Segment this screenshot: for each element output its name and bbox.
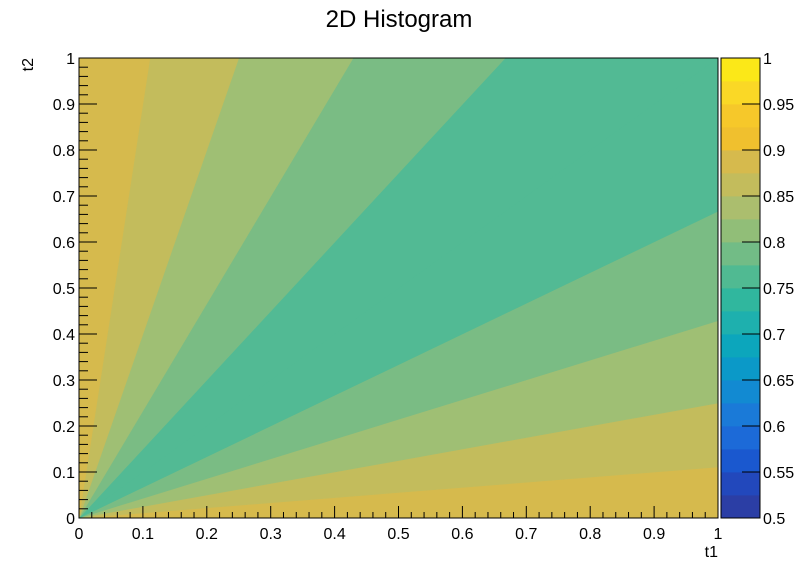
color-scale-band — [721, 127, 760, 151]
color-scale-tick-label: 0.6 — [763, 419, 785, 436]
y-tick-label: 0.8 — [53, 143, 75, 160]
x-tick-label: 0.1 — [132, 526, 154, 543]
x-tick-label: 0.4 — [323, 526, 345, 543]
y-tick-label: 0.2 — [53, 419, 75, 436]
x-axis-ticks: 0 0.1 0.2 0.3 0.4 0.5 0.6 0.7 0.8 0.9 1 — [75, 506, 723, 543]
color-scale-band — [721, 357, 760, 381]
color-scale-band — [721, 265, 760, 289]
y-tick-label: 0.9 — [53, 97, 75, 114]
color-scale-band — [721, 219, 760, 243]
color-scale-tick-label: 0.8 — [763, 235, 785, 252]
color-scale-band — [721, 449, 760, 473]
color-scale-band — [721, 472, 760, 496]
color-scale-band — [721, 495, 760, 519]
color-scale-band — [721, 288, 760, 312]
color-scale-tick-label: 0.7 — [763, 327, 785, 344]
x-axis-label: t1 — [705, 544, 718, 561]
x-tick-label: 0.6 — [451, 526, 473, 543]
y-tick-label: 0.5 — [53, 281, 75, 298]
x-tick-label: 1 — [714, 526, 723, 543]
color-scale-tick-label: 0.5 — [763, 511, 785, 528]
color-scale-tick-label: 1 — [763, 51, 772, 68]
contour-regions — [78, 57, 719, 519]
chart-title: 2D Histogram — [326, 6, 473, 33]
color-scale-bar — [720, 57, 761, 519]
color-scale-tick-label: 0.95 — [763, 97, 794, 114]
color-scale-tick-label: 0.85 — [763, 189, 794, 206]
color-scale-tick-label: 0.65 — [763, 373, 794, 390]
y-tick-label: 0.1 — [53, 465, 75, 482]
color-scale-band — [721, 58, 760, 82]
color-scale-tick-label: 0.9 — [763, 143, 785, 160]
x-tick-label: 0.3 — [260, 526, 282, 543]
color-scale-band — [721, 196, 760, 220]
color-scale-band — [721, 242, 760, 266]
x-tick-label: 0.7 — [515, 526, 537, 543]
x-tick-label: 0 — [75, 526, 84, 543]
y-tick-label: 0.6 — [53, 235, 75, 252]
y-tick-label: 0.3 — [53, 373, 75, 390]
color-scale-band — [721, 380, 760, 404]
x-tick-label: 0.5 — [387, 526, 409, 543]
x-tick-label: 0.9 — [643, 526, 665, 543]
y-axis-ticks: 0 0.1 0.2 0.3 0.4 0.5 0.6 0.7 0.8 0.9 1 — [53, 51, 97, 528]
color-scale-tick-label: 0.55 — [763, 465, 794, 482]
y-axis-label: t2 — [20, 58, 37, 71]
color-scale-band — [721, 403, 760, 427]
color-scale-band — [721, 426, 760, 450]
color-scale-band — [721, 150, 760, 174]
color-scale-band — [721, 81, 760, 105]
y-tick-label: 0.4 — [53, 327, 75, 344]
y-tick-label: 0.7 — [53, 189, 75, 206]
color-scale-ticks: 0.5 0.55 0.6 0.65 0.7 0.75 0.8 0.85 0.9 0.95 1 — [742, 51, 794, 528]
color-scale-band — [721, 104, 760, 128]
y-tick-label: 0 — [66, 511, 75, 528]
x-tick-label: 0.8 — [579, 526, 601, 543]
color-scale-band — [721, 173, 760, 197]
color-scale-tick-label: 0.75 — [763, 281, 794, 298]
y-tick-label: 1 — [66, 51, 75, 68]
x-tick-label: 0.2 — [196, 526, 218, 543]
color-scale-band — [721, 311, 760, 335]
color-scale-band — [721, 334, 760, 358]
